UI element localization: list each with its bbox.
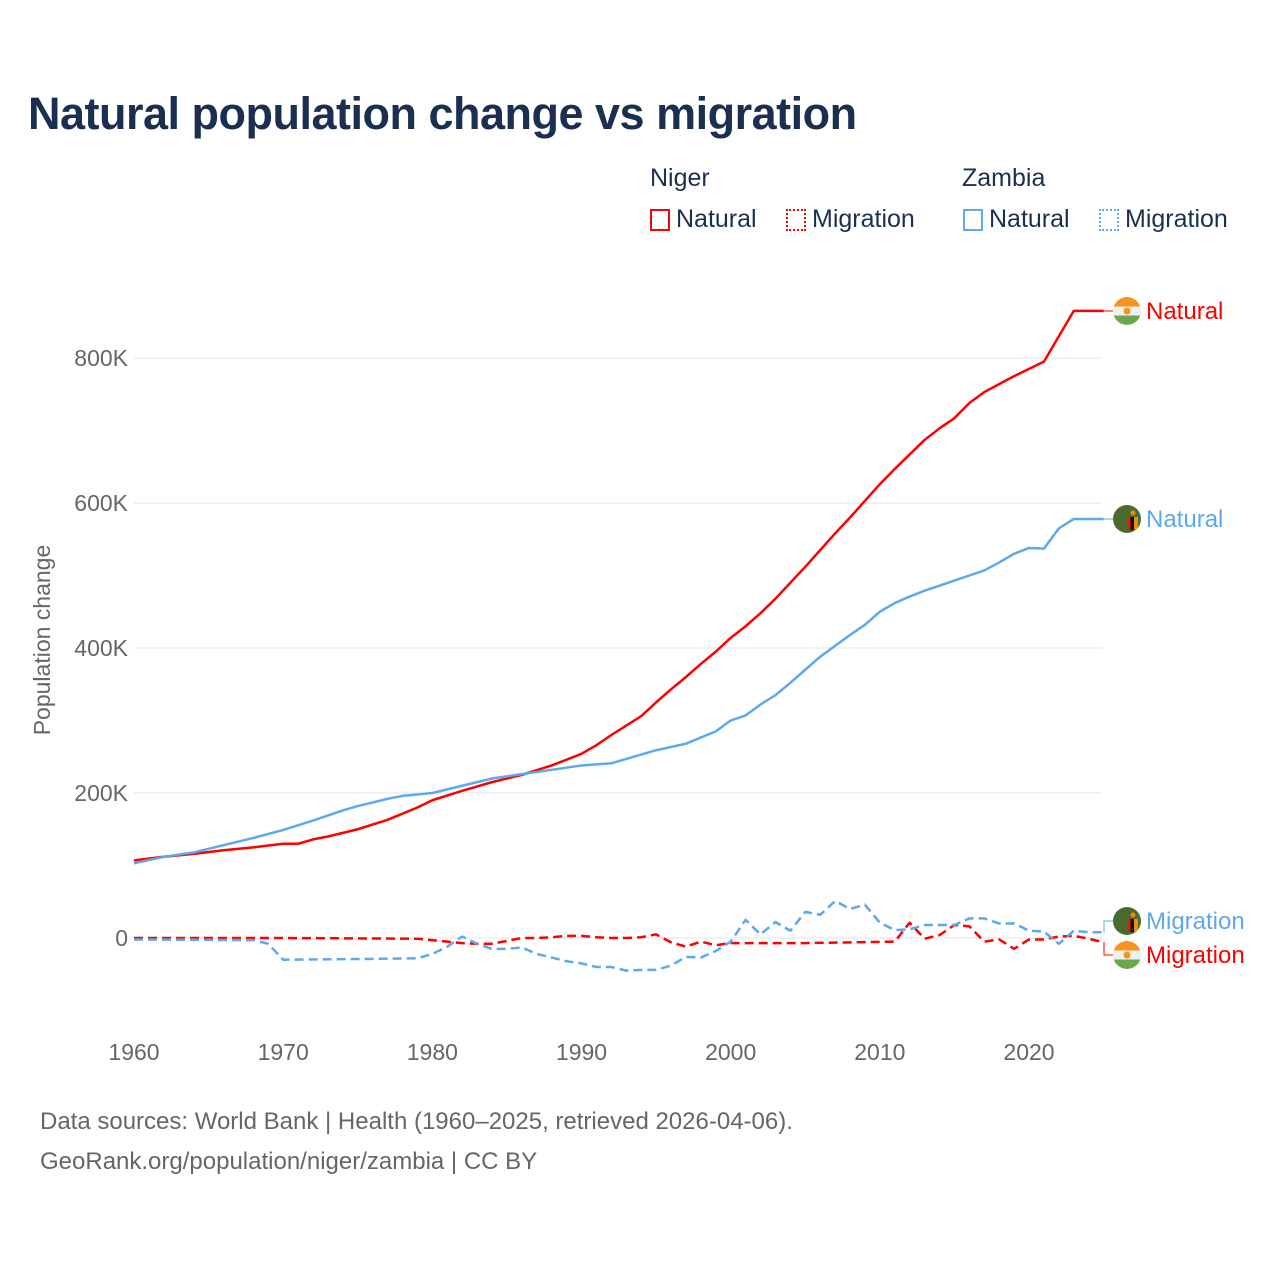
legend-label: Migration <box>1125 205 1228 233</box>
y-tick-label: 800K <box>74 345 128 371</box>
footer-attribution[interactable]: GeoRank.org/population/niger/zambia | CC… <box>40 1148 538 1175</box>
legend-group-niger: Niger <box>650 164 710 192</box>
niger-flag-icon <box>1113 297 1141 325</box>
x-tick-label: 2010 <box>854 1039 905 1065</box>
y-tick-label: 0 <box>115 925 128 951</box>
zambia-flag-icon <box>1113 907 1141 935</box>
niger-flag-icon <box>1113 941 1141 969</box>
legend-swatch-dotted-icon <box>786 208 806 231</box>
x-tick-label: 2020 <box>1003 1039 1054 1065</box>
label-connector <box>1103 941 1114 956</box>
legend-zambia-natural[interactable]: Natural <box>963 205 1070 234</box>
series-line-niger-natural <box>133 309 1104 862</box>
x-tick-label: 1980 <box>407 1039 458 1065</box>
legend-label: Migration <box>812 205 915 233</box>
series-line-zambia-migration <box>133 899 1104 972</box>
legend-label: Natural <box>989 205 1070 233</box>
x-tick-label: 1960 <box>108 1039 159 1065</box>
legend-swatch-solid-icon <box>963 208 983 231</box>
y-tick-label: 600K <box>74 490 128 516</box>
x-tick-label: 2000 <box>705 1039 756 1065</box>
series-end-label: Natural <box>1146 298 1223 325</box>
legend-niger-migration[interactable]: Migration <box>786 205 915 234</box>
legend-zambia-migration[interactable]: Migration <box>1099 205 1228 234</box>
legend-label: Natural <box>676 205 757 233</box>
series-end-label: Migration <box>1146 908 1245 935</box>
legend-swatch-dotted-icon <box>1099 208 1119 231</box>
y-tick-label: 200K <box>74 780 128 806</box>
footer-sources: Data sources: World Bank | Health (1960–… <box>40 1108 793 1135</box>
chart-title: Natural population change vs migration <box>28 88 857 139</box>
zambia-flag-icon <box>1113 505 1141 533</box>
legend-group-zambia: Zambia <box>962 164 1046 192</box>
y-tick-label: 400K <box>74 635 128 661</box>
y-axis-label: Population change <box>29 545 55 736</box>
x-tick-label: 1970 <box>258 1039 309 1065</box>
legend-niger-natural[interactable]: Natural <box>650 205 757 234</box>
series-end-label: Migration <box>1146 942 1245 969</box>
series-line-zambia-natural <box>133 517 1104 865</box>
label-connector <box>1103 920 1114 933</box>
series-end-label: Natural <box>1146 506 1223 533</box>
series-line-niger-migration <box>134 921 1104 951</box>
legend-swatch-solid-icon <box>650 208 670 231</box>
x-tick-label: 1990 <box>556 1039 607 1065</box>
